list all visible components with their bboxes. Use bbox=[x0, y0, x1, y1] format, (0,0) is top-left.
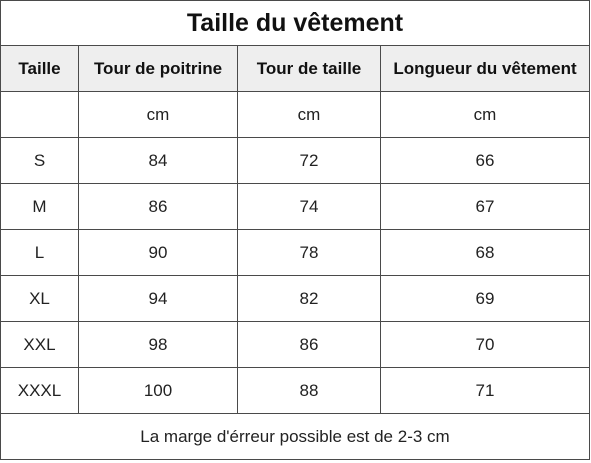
value-cell: 66 bbox=[379, 137, 591, 184]
value-cell: 86 bbox=[237, 321, 381, 368]
header-row: Taille Tour de poitrine Tour de taille L… bbox=[0, 45, 591, 92]
unit-cell: cm bbox=[78, 91, 238, 138]
value-cell: 71 bbox=[379, 367, 591, 414]
value-cell: 82 bbox=[237, 275, 381, 322]
table-row: S 84 72 66 bbox=[0, 137, 591, 184]
size-cell: XXL bbox=[0, 321, 79, 368]
value-cell: 94 bbox=[78, 275, 238, 322]
size-cell: L bbox=[0, 229, 79, 276]
value-cell: 84 bbox=[78, 137, 238, 184]
unit-cell: cm bbox=[237, 91, 381, 138]
unit-cell: cm bbox=[379, 91, 591, 138]
table-title: Taille du vêtement bbox=[0, 0, 591, 46]
value-cell: 70 bbox=[379, 321, 591, 368]
value-cell: 68 bbox=[379, 229, 591, 276]
value-cell: 100 bbox=[78, 367, 238, 414]
value-cell: 86 bbox=[78, 183, 238, 230]
error-margin-note: La marge d'érreur possible est de 2-3 cm bbox=[0, 413, 591, 460]
table-row: XL 94 82 69 bbox=[0, 275, 591, 322]
size-cell: XL bbox=[0, 275, 79, 322]
value-cell: 90 bbox=[78, 229, 238, 276]
table-row: M 86 74 67 bbox=[0, 183, 591, 230]
value-cell: 72 bbox=[237, 137, 381, 184]
value-cell: 74 bbox=[237, 183, 381, 230]
value-cell: 98 bbox=[78, 321, 238, 368]
value-cell: 67 bbox=[379, 183, 591, 230]
units-row: cm cm cm bbox=[0, 91, 591, 138]
header-taille: Taille bbox=[0, 45, 79, 92]
header-longueur: Longueur du vêtement bbox=[379, 45, 591, 92]
value-cell: 78 bbox=[237, 229, 381, 276]
title-row: Taille du vêtement bbox=[0, 0, 591, 46]
table-row: XXXL 100 88 71 bbox=[0, 367, 591, 414]
unit-cell bbox=[0, 91, 79, 138]
size-cell: M bbox=[0, 183, 79, 230]
table-row: L 90 78 68 bbox=[0, 229, 591, 276]
header-tour-de-poitrine: Tour de poitrine bbox=[78, 45, 238, 92]
size-cell: XXXL bbox=[0, 367, 79, 414]
value-cell: 88 bbox=[237, 367, 381, 414]
header-tour-de-taille: Tour de taille bbox=[237, 45, 381, 92]
value-cell: 69 bbox=[379, 275, 591, 322]
note-row: La marge d'érreur possible est de 2-3 cm bbox=[0, 413, 591, 460]
table-row: XXL 98 86 70 bbox=[0, 321, 591, 368]
size-cell: S bbox=[0, 137, 79, 184]
